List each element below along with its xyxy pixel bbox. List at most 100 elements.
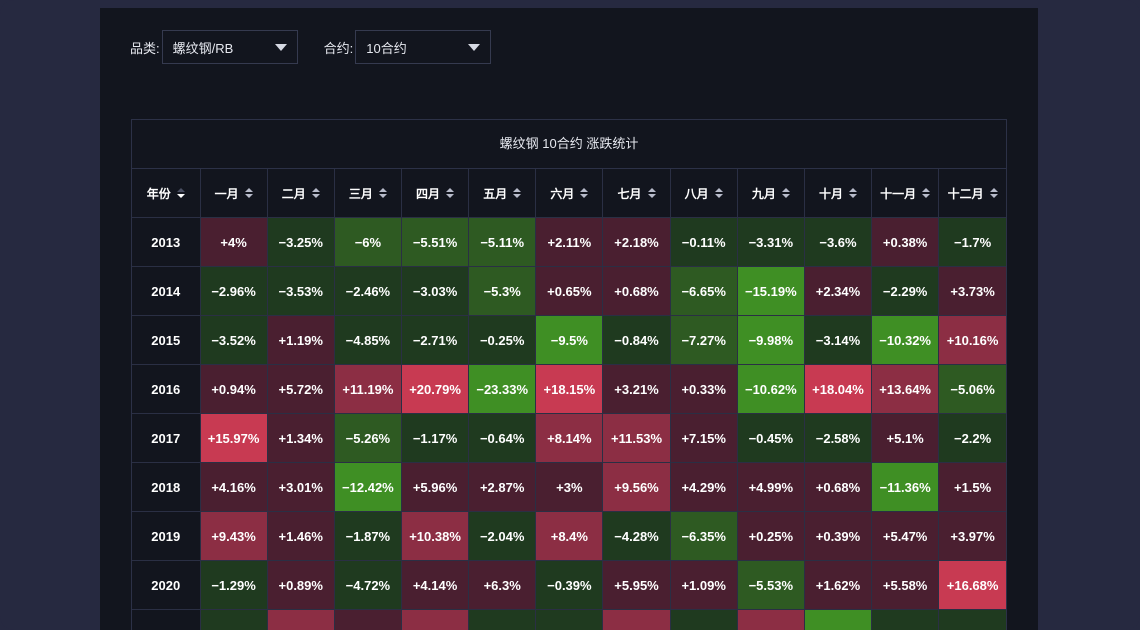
year-cell: 2013 xyxy=(132,217,201,267)
change-cell xyxy=(871,609,940,630)
change-cell: +9.43% xyxy=(199,511,268,561)
change-cell xyxy=(669,609,738,630)
contract-select-value: 10合约 xyxy=(366,40,407,56)
column-header-label: 八月 xyxy=(684,186,709,201)
change-cell: −5.11% xyxy=(468,217,537,267)
change-cell: −9.5% xyxy=(535,315,604,365)
change-cell: −2.2% xyxy=(938,413,1006,463)
change-cell xyxy=(468,609,537,630)
change-cell: −4.28% xyxy=(602,511,671,561)
change-cell: −3.53% xyxy=(266,266,335,316)
change-cell: +0.68% xyxy=(803,462,873,512)
change-cell: −1.87% xyxy=(333,511,402,561)
change-cell: −4.72% xyxy=(333,560,402,610)
column-header-label: 十一月 xyxy=(880,186,917,201)
change-cell: +0.39% xyxy=(803,511,873,561)
change-cell: −2.71% xyxy=(400,315,470,365)
change-cell: +0.89% xyxy=(266,560,335,610)
column-header-label: 三月 xyxy=(348,186,373,201)
column-header-month[interactable]: 九月 xyxy=(736,169,805,218)
sort-icon xyxy=(176,188,185,198)
column-header-month[interactable]: 八月 xyxy=(669,169,738,218)
change-cell: +0.38% xyxy=(871,217,940,267)
sort-icon xyxy=(781,188,790,198)
table-row: 2020 −1.29% +0.89% −4.72% +4.14% +6.3% −0.39% +… xyxy=(132,560,1006,610)
column-header-month[interactable]: 六月 xyxy=(535,169,604,218)
column-header-month[interactable]: 四月 xyxy=(400,169,470,218)
change-cell: −5.26% xyxy=(333,413,402,463)
change-cell: +5.72% xyxy=(266,364,335,414)
change-cell: +6.3% xyxy=(468,560,537,610)
change-cell xyxy=(803,609,873,630)
table-row: 2013 +4% −3.25% −6% −5.51% −5.11% +2.11% +2.18%… xyxy=(132,217,1006,267)
sort-icon xyxy=(311,188,320,198)
column-header-label: 二月 xyxy=(281,186,306,201)
change-cell: +3.21% xyxy=(602,364,671,414)
main-panel: 品类: 螺纹钢/RB 合约: 10合约 螺纹钢 10合约 涨跌统计 xyxy=(100,8,1038,630)
change-cell: −3.03% xyxy=(400,266,470,316)
change-cell: +0.94% xyxy=(199,364,268,414)
change-cell: −0.25% xyxy=(468,315,537,365)
column-header-month[interactable]: 五月 xyxy=(468,169,537,218)
contract-select[interactable]: 10合约 xyxy=(355,30,492,64)
column-header-month[interactable]: 二月 xyxy=(266,169,335,218)
column-header-label: 十二月 xyxy=(947,186,984,201)
category-select[interactable]: 螺纹钢/RB xyxy=(161,30,298,64)
change-cell xyxy=(535,609,604,630)
change-cell: +5.96% xyxy=(400,462,470,512)
column-header-month[interactable]: 七月 xyxy=(602,169,671,218)
column-header-label: 年份 xyxy=(146,186,171,201)
table-row: 2015 −3.52% +1.19% −4.85% −2.71% −0.25% −9.5% −… xyxy=(132,315,1006,365)
change-cell xyxy=(266,609,335,630)
change-cell: +4.16% xyxy=(199,462,268,512)
table-header-row: 年份 一月 二月 三月 四月 五月 六月 七月 八月 九月 十月 十一月 十二月 xyxy=(132,169,1006,218)
change-cell: +18.04% xyxy=(803,364,873,414)
table-row: 2014 −2.96% −3.53% −2.46% −3.03% −5.3% +0.65% +… xyxy=(132,266,1006,316)
column-header-month[interactable]: 十二月 xyxy=(938,169,1006,218)
change-cell: −3.14% xyxy=(803,315,873,365)
change-cell: +4.99% xyxy=(736,462,805,512)
change-cell: +18.15% xyxy=(535,364,604,414)
column-header-month[interactable]: 十一月 xyxy=(871,169,940,218)
change-cell: +20.79% xyxy=(400,364,470,414)
table-row: 2017 +15.97% +1.34% −5.26% −1.17% −0.64% +8.14… xyxy=(132,413,1006,463)
change-cell: +1.5% xyxy=(938,462,1006,512)
change-cell: +0.25% xyxy=(736,511,805,561)
change-cell: −5.53% xyxy=(736,560,805,610)
change-cell: +1.46% xyxy=(266,511,335,561)
change-cell: +3.73% xyxy=(938,266,1006,316)
change-cell: +3.01% xyxy=(266,462,335,512)
change-cell: +11.53% xyxy=(602,413,671,463)
column-header-label: 五月 xyxy=(483,186,508,201)
change-cell: +1.62% xyxy=(803,560,873,610)
change-cell: +10.16% xyxy=(938,315,1006,365)
column-header-month[interactable]: 十月 xyxy=(803,169,873,218)
change-cell: −3.6% xyxy=(803,217,873,267)
table-title: 螺纹钢 10合约 涨跌统计 xyxy=(132,120,1006,169)
change-cell: −12.42% xyxy=(333,462,402,512)
column-header-month[interactable]: 三月 xyxy=(333,169,402,218)
table-row xyxy=(132,609,1006,630)
change-cell: −10.32% xyxy=(871,315,940,365)
change-cell xyxy=(938,609,1006,630)
change-cell: −0.84% xyxy=(602,315,671,365)
year-cell: 2020 xyxy=(132,560,201,610)
column-header-label: 七月 xyxy=(617,186,642,201)
change-cell: +2.87% xyxy=(468,462,537,512)
column-header-month[interactable]: 一月 xyxy=(199,169,268,218)
column-header-label: 六月 xyxy=(550,186,575,201)
column-header-year[interactable]: 年份 xyxy=(132,169,201,218)
table-row: 2018 +4.16% +3.01% −12.42% +5.96% +2.87% +3% +9… xyxy=(132,462,1006,512)
change-cell: −5.06% xyxy=(938,364,1006,414)
contract-label: 合约: xyxy=(323,40,354,56)
change-cell: −3.52% xyxy=(199,315,268,365)
year-cell: 2017 xyxy=(132,413,201,463)
change-cell: +5.1% xyxy=(871,413,940,463)
change-cell: −3.25% xyxy=(266,217,335,267)
year-cell xyxy=(132,609,201,630)
stats-table: 年份 一月 二月 三月 四月 五月 六月 七月 八月 九月 十月 十一月 十二月 2013 +4% −3.… xyxy=(132,169,1006,630)
change-cell: −2.58% xyxy=(803,413,873,463)
year-cell: 2016 xyxy=(132,364,201,414)
change-cell: +8.4% xyxy=(535,511,604,561)
change-cell: −1.7% xyxy=(938,217,1006,267)
